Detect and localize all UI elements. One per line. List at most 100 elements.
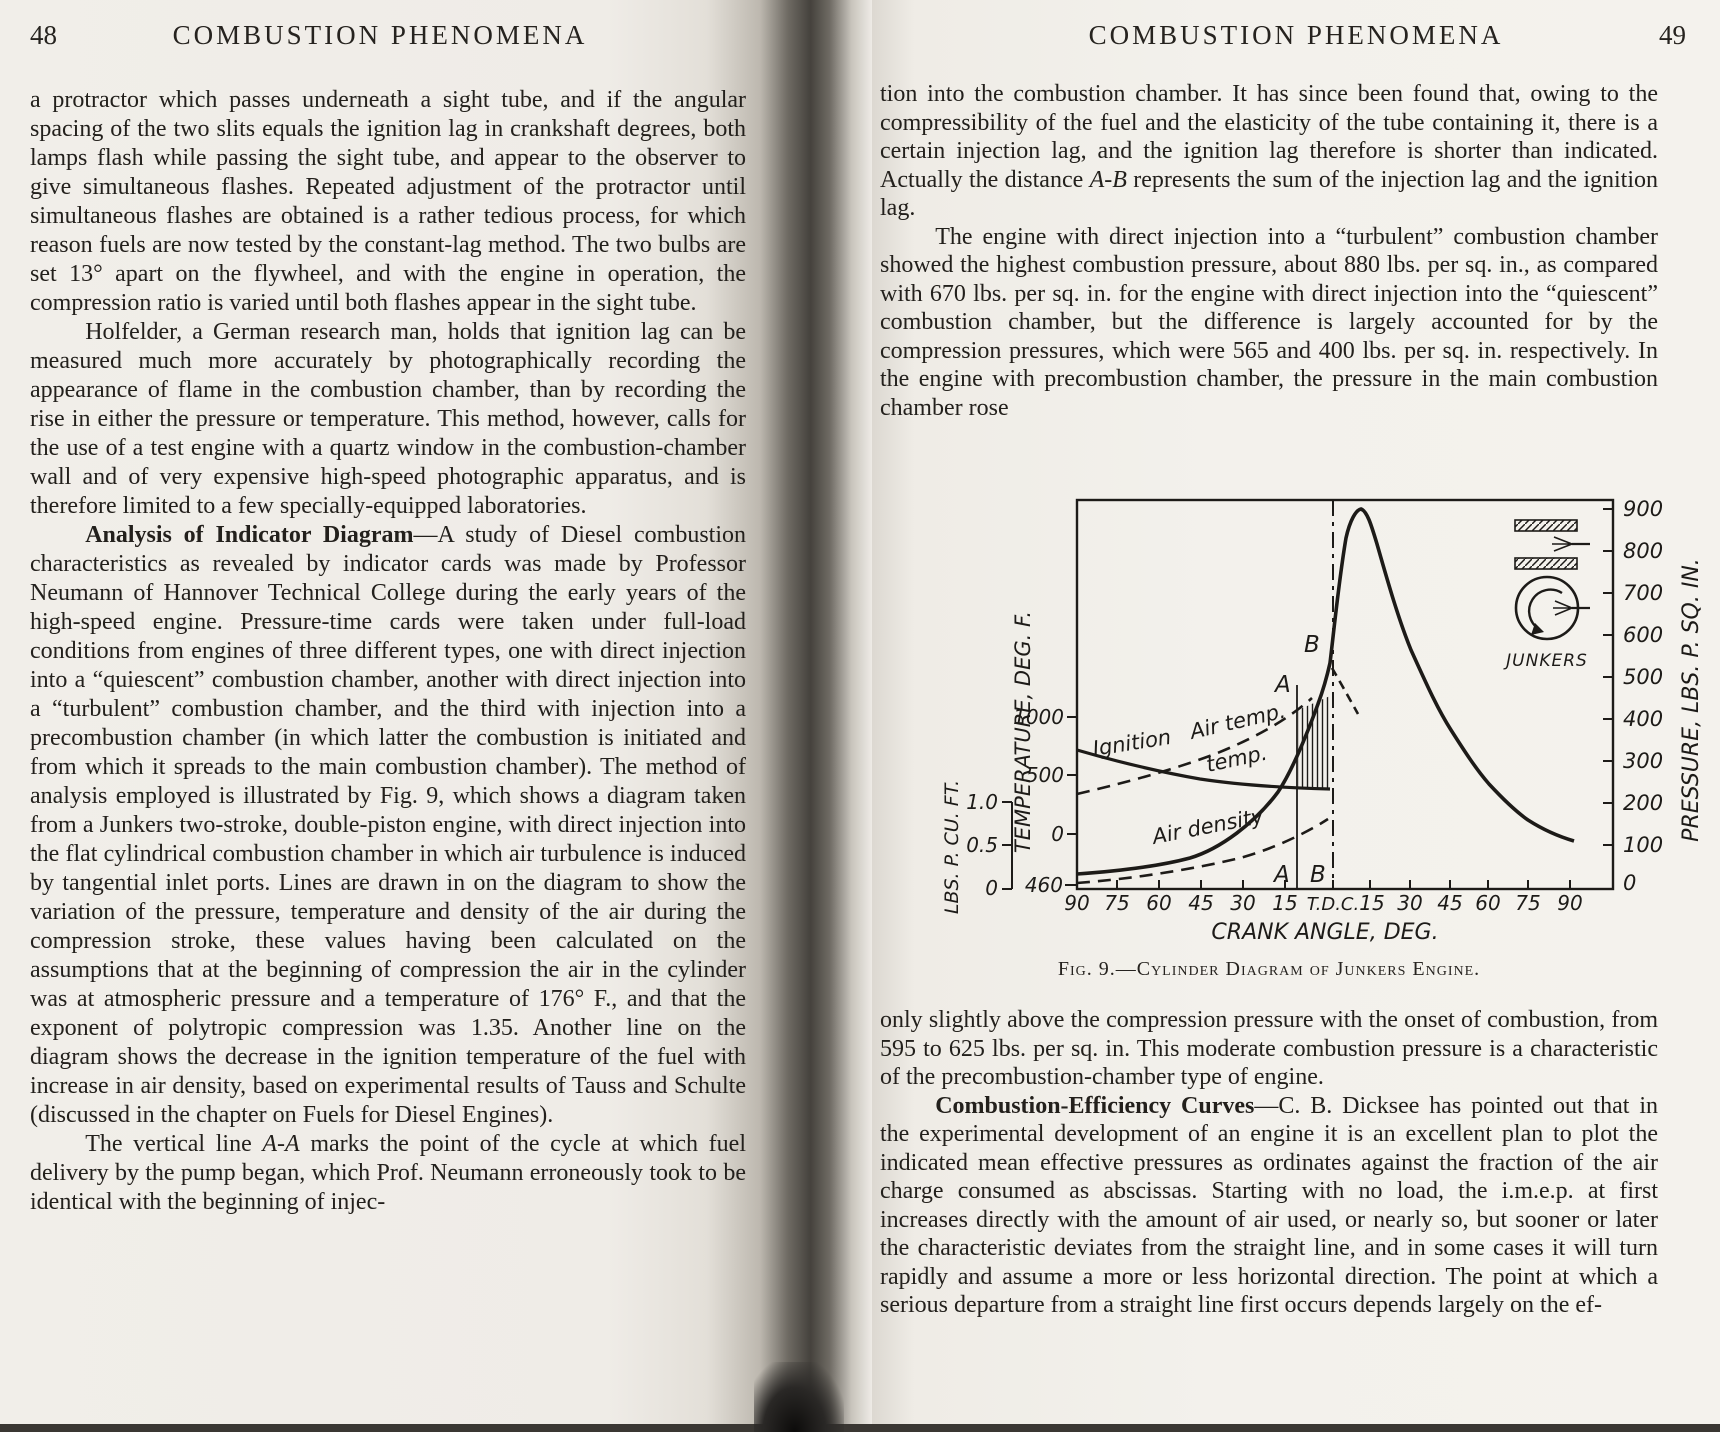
section-lead: Analysis of Indicator Diagram (85, 522, 414, 548)
svg-text:90: 90 (1064, 891, 1089, 915)
paragraph-text: The vertical line (85, 1131, 263, 1157)
plot-frame (1075, 498, 1615, 891)
label-A-bottom: A (1272, 862, 1290, 888)
junkers-swirl-inset-icon (1514, 575, 1590, 641)
svg-text:30: 30 (1230, 891, 1255, 915)
svg-text:500: 500 (1026, 763, 1064, 787)
paragraph-text: a protractor which passes underneath a s… (30, 87, 746, 316)
svg-text:0: 0 (1051, 822, 1064, 846)
paragraph: only slightly above the compression pres… (880, 1006, 1658, 1092)
svg-text:460: 460 (1025, 873, 1063, 897)
junkers-cylinder-inset-icon (1514, 519, 1590, 570)
air-density-curve-dashed (1076, 817, 1329, 885)
air-temp-curve-dashed (1076, 697, 1313, 796)
density-tick-labels: 1.0 0.5 0 (966, 790, 998, 900)
svg-text:900: 900 (1623, 497, 1663, 521)
page-number-right: 49 (1659, 20, 1686, 50)
svg-text:0.5: 0.5 (966, 833, 998, 857)
paragraph-text: Holfelder, a German research man, holds … (30, 319, 746, 519)
ignition-temp-curve (1076, 748, 1331, 791)
paragraph-text: marks the point of the cycle at which fu… (30, 1131, 746, 1215)
svg-text:100: 100 (1623, 833, 1663, 857)
paragraph-text: only slightly above the compression pres… (880, 1007, 1658, 1090)
italic-term: A-B (1089, 166, 1127, 193)
book-gutter-shadow (754, 0, 872, 1432)
pressure-axis-ticks (1603, 508, 1613, 846)
ignition-lag-hatched-region (1298, 696, 1330, 789)
page-49: COMBUSTION PHENOMENA 49 tion into the co… (872, 0, 1720, 1424)
svg-text:T.D.C.: T.D.C. (1307, 894, 1359, 915)
svg-text:0: 0 (1623, 871, 1636, 895)
section-lead: Combustion-Efficiency Curves (935, 1092, 1255, 1119)
label-A-top: A (1273, 672, 1291, 698)
paragraph-text: represents the sum of the injection lag … (880, 166, 1658, 222)
air-temp-label: Air temp. (1186, 699, 1288, 745)
page-49-body-bottom: only slightly above the compression pres… (880, 1006, 1658, 1320)
figure-caption: Fig. 9.—Cylinder Diagram of Junkers Engi… (1057, 958, 1481, 980)
page-49-body-top: tion into the combustion chamber. It has… (880, 80, 1658, 482)
svg-text:300: 300 (1623, 749, 1663, 773)
svg-text:500: 500 (1623, 665, 1663, 689)
svg-text:800: 800 (1623, 539, 1663, 563)
figure-9-cylinder-diagram: 90 75 60 45 30 15 T.D.C. 15 30 45 60 75 … (860, 482, 1712, 952)
cylinder-pressure-curve (1076, 507, 1575, 876)
paragraph: The vertical line A-A marks the point of… (30, 1130, 746, 1217)
temperature-tick-labels: 1000 500 0 460 (1013, 705, 1064, 897)
svg-text:200: 200 (1623, 791, 1663, 815)
page-48-header: 48 COMBUSTION PHENOMENA (0, 20, 760, 60)
pressure-tick-labels: 900 800 700 600 500 400 300 200 100 0 (1623, 497, 1663, 895)
svg-text:45: 45 (1188, 891, 1213, 915)
svg-text:15: 15 (1359, 891, 1384, 915)
svg-text:90: 90 (1557, 891, 1582, 915)
air-density-label: Air density (1148, 804, 1266, 850)
temperature-axis-ticks (1065, 716, 1077, 886)
temperature-axis-title: TEMPERATURE, DEG. F. (1011, 611, 1035, 853)
svg-text:400: 400 (1623, 707, 1663, 731)
svg-text:75: 75 (1104, 891, 1129, 915)
svg-text:15: 15 (1272, 891, 1297, 915)
x-axis-title: CRANK ANGLE, DEG. (1211, 920, 1438, 945)
paragraph-text: —C. B. Dicksee has pointed out that in t… (880, 1092, 1658, 1319)
svg-text:0: 0 (985, 876, 998, 900)
svg-text:600: 600 (1623, 623, 1663, 647)
paragraph: Holfelder, a German research man, holds … (30, 318, 746, 521)
svg-text:60: 60 (1146, 891, 1171, 915)
paragraph: Analysis of Indicator Diagram—A study of… (30, 521, 746, 1130)
ignition-label: Ignition (1091, 725, 1173, 761)
x-axis-tick-labels: 90 75 60 45 30 15 T.D.C. 15 30 45 60 75 … (1064, 891, 1582, 915)
curves (1076, 507, 1575, 885)
paragraph: a protractor which passes underneath a s… (30, 86, 746, 318)
page-48-body: a protractor which passes underneath a s… (30, 86, 746, 1217)
density-axis-title: LBS. P. CU. FT. (941, 780, 963, 914)
label-B-bottom: B (1310, 862, 1326, 888)
page-48: 48 COMBUSTION PHENOMENA a protractor whi… (0, 0, 760, 1424)
svg-text:30: 30 (1397, 891, 1422, 915)
point-labels: A B A B (1272, 632, 1326, 888)
paragraph: tion into the combustion chamber. It has… (880, 80, 1658, 223)
paragraph: The engine with direct injection into a … (880, 223, 1658, 423)
paragraph-text: tion into the combustion chamber. It has… (880, 81, 1658, 193)
binding-shadow (754, 1362, 844, 1432)
density-axis (1002, 801, 1013, 890)
paragraph-text: The engine with direct injection into a … (880, 223, 1658, 421)
svg-text:60: 60 (1475, 891, 1500, 915)
svg-text:1.0: 1.0 (966, 790, 998, 814)
svg-text:700: 700 (1623, 581, 1663, 605)
page-number-left: 48 (30, 20, 57, 50)
page-49-header: COMBUSTION PHENOMENA 49 (872, 20, 1720, 60)
svg-text:75: 75 (1515, 891, 1540, 915)
pressure-axis-title: PRESSURE, LBS. P. SQ. IN. (1679, 558, 1704, 842)
running-head-left: COMBUSTION PHENOMENA (172, 20, 588, 50)
running-head-right: COMBUSTION PHENOMENA (1088, 20, 1504, 50)
italic-term: A-A (262, 1131, 300, 1157)
svg-text:45: 45 (1437, 891, 1462, 915)
junkers-cylinder-diagram-chart: 90 75 60 45 30 15 T.D.C. 15 30 45 60 75 … (941, 497, 1704, 945)
junkers-inset-label: JUNKERS (1503, 651, 1588, 671)
paragraph-text: —A study of Diesel combustion characteri… (30, 522, 746, 1128)
label-B-top: B (1304, 632, 1320, 658)
paragraph: Combustion-Efficiency Curves—C. B. Dicks… (880, 1092, 1658, 1320)
ignition-temp-label: temp. (1204, 741, 1269, 777)
curve-labels: Ignition temp. Air temp. Air density (1091, 699, 1288, 850)
motoring-pressure-dashed (1330, 667, 1360, 715)
